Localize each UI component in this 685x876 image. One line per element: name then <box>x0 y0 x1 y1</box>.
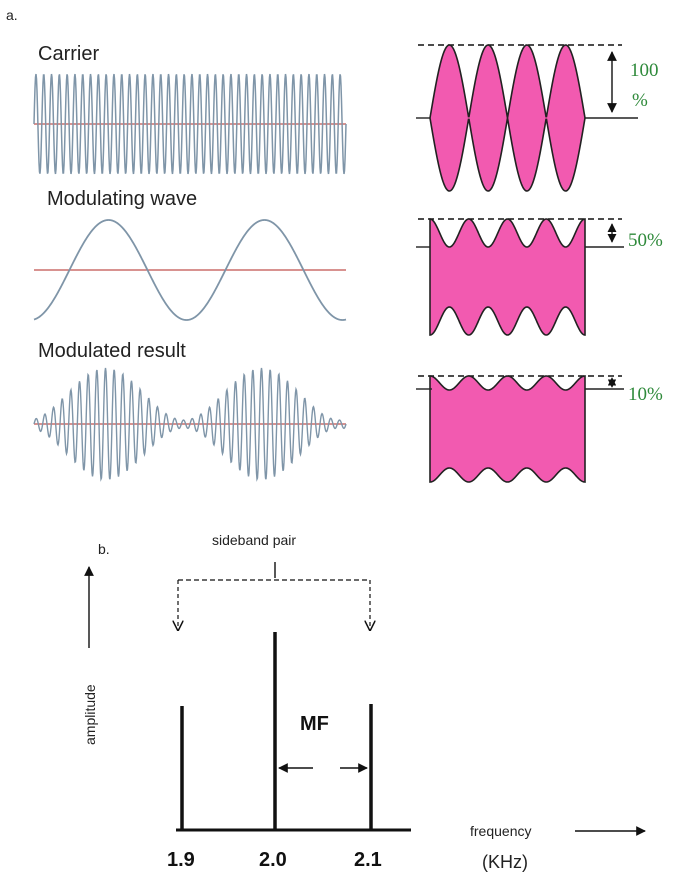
sideband-bracket <box>178 562 370 630</box>
panel-a-label: a. <box>6 7 18 23</box>
mf-label: MF <box>300 713 329 735</box>
envelope-100-label-line1: 100 <box>630 60 659 81</box>
carrier-label: Carrier <box>38 43 99 65</box>
envelope-10-label: 10% <box>628 384 663 405</box>
carrier-wave <box>33 73 347 175</box>
tick-label-2-0: 2.0 <box>259 849 287 871</box>
panel-b-label: b. <box>98 541 110 557</box>
tick-label-2-1: 2.1 <box>354 849 382 871</box>
tick-label-1-9: 1.9 <box>167 849 195 871</box>
modulating-wave <box>33 219 347 321</box>
modulating-wave-plot <box>33 219 347 321</box>
sideband-pair-label: sideband pair <box>212 532 296 548</box>
envelope-10-shape <box>429 375 586 483</box>
envelope-50-percent: 50% <box>416 218 663 336</box>
envelope-50-shape <box>429 218 586 336</box>
envelope-50-label: 50% <box>628 230 663 251</box>
frequency-unit-label: (KHz) <box>482 852 528 872</box>
frequency-axis-label: frequency <box>470 823 531 839</box>
amplitude-axis-label: amplitude <box>82 684 98 745</box>
modulated-result-plot <box>33 367 347 482</box>
modulating-wave-label: Modulating wave <box>47 188 197 210</box>
envelope-100-shape <box>429 44 586 192</box>
envelope-100-label-line2: % <box>632 90 648 111</box>
carrier-wave-plot <box>33 73 347 175</box>
envelope-10-percent: 10% <box>416 375 663 483</box>
modulated-result-label: Modulated result <box>38 340 186 362</box>
modulated-wave <box>33 367 347 482</box>
envelope-100-percent: 100 % <box>416 44 659 192</box>
